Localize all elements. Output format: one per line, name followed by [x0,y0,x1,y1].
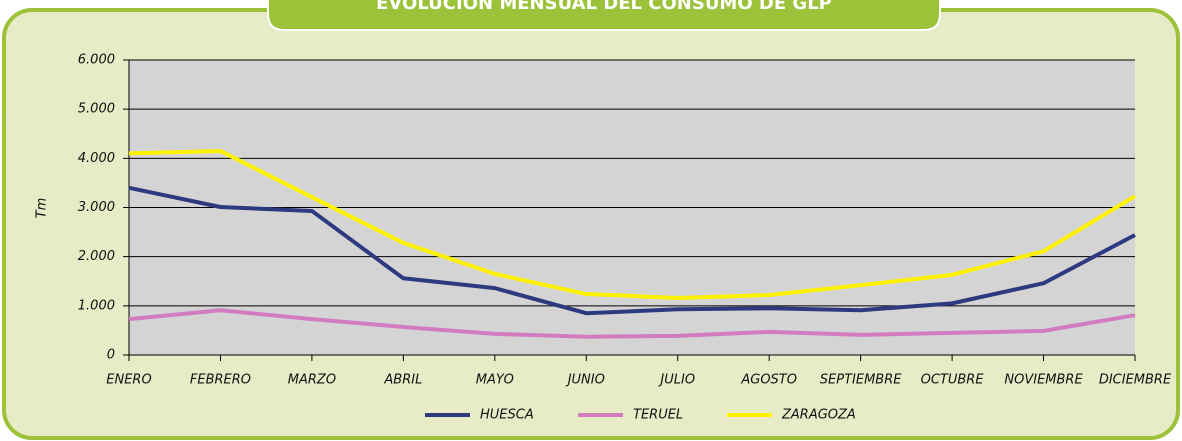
x-tick-label: ABRIL [383,373,422,388]
x-tick-label: NOVIEMBRE [1004,373,1083,388]
legend-label: HUESCA [480,408,534,423]
chart-title: EVOLUCIÓN MENSUAL DEL CONSUMO DE GLP [376,0,832,14]
y-tick-label: 4.000 [78,151,115,166]
series-line [128,148,1137,300]
y-tick-label: 5.000 [78,102,115,117]
x-tick-label: JULIO [657,373,695,388]
x-tick-label: MARZO [288,373,336,388]
x-tick-label: AGOSTO [740,373,797,388]
y-tick-label: 1.000 [78,298,115,313]
y-axis-label: Tm [35,198,50,219]
legend-label: TERUEL [633,408,683,423]
y-tick-label: 6.000 [78,53,115,68]
x-tick-label: JUNIO [565,373,605,388]
legend-label: ZARAGOZA [781,408,856,423]
series-line [128,308,1136,339]
title-tab [267,0,941,31]
x-tick-label: ENERO [106,373,151,388]
y-tick-label: 2.000 [78,249,115,264]
x-tick-label: FEBRERO [190,373,251,388]
y-tick-label: 3.000 [78,200,115,215]
x-tick-label: DICIEMBRE [1099,373,1172,388]
x-tick-label: OCTUBRE [921,373,985,388]
series-line [128,185,1136,316]
x-tick-label: MAYO [476,373,514,388]
y-tick-label: 0 [107,348,115,363]
x-tick-label: SEPTIEMBRE [820,373,902,388]
